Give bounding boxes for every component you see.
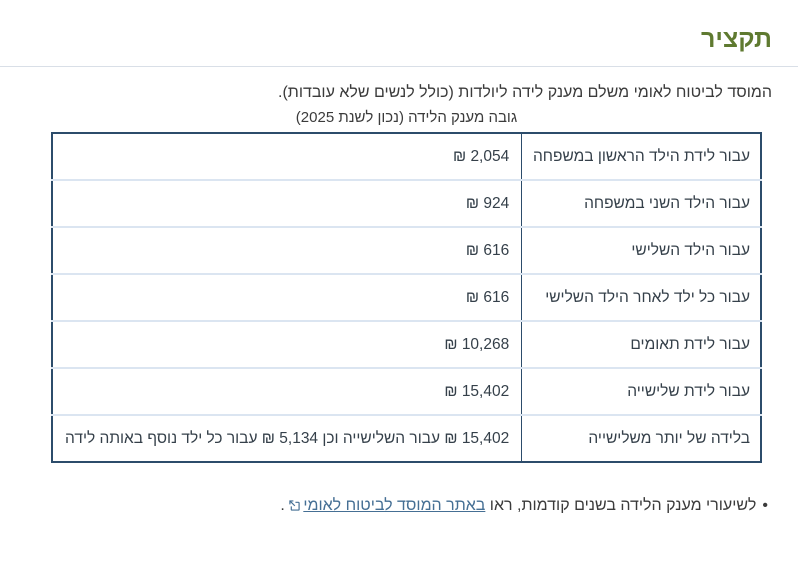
row-label: עבור לידת הילד הראשון במשפחה: [521, 133, 761, 181]
external-link-icon: [289, 497, 300, 518]
intro-paragraph: המוסד לביטוח לאומי משלם מענק לידה ליולדו…: [278, 83, 772, 101]
row-label: עבור לידת שלישייה: [521, 367, 761, 416]
bullet-marker: •: [762, 497, 768, 515]
title-divider: [0, 65, 798, 67]
row-value: 10,268 ₪: [52, 320, 522, 369]
footnote-text: לשיעורי מענק הלידה בשנים קודמות, ראו: [485, 497, 757, 515]
summary-section: תקציר המוסד לביטוח לאומי משלם מענק לידה …: [0, 25, 798, 518]
table-caption: גובה מענק הלידה (נכון לשנת 2025): [295, 109, 518, 127]
footnote-period: .: [280, 497, 290, 515]
table-row: בלידה של יותר משלישייה 15,402 ₪ עבור השלי…: [52, 414, 761, 463]
bituach-leumi-link[interactable]: באתר המוסד לביטוח לאומי: [289, 497, 485, 514]
table-row: עבור הילד השלישי 616 ₪: [52, 226, 761, 275]
grant-amounts-table: עבור לידת הילד הראשון במשפחה 2,054 ₪ עבור …: [51, 132, 762, 464]
grant-table-wrap: גובה מענק הלידה (נכון לשנת 2025) עבור לי…: [51, 109, 762, 464]
row-label: עבור הילד השני במשפחה: [521, 179, 761, 228]
row-label: עבור לידת תאומים: [521, 320, 761, 369]
page-title: תקציר: [701, 25, 772, 53]
row-value: 616 ₪: [52, 273, 522, 322]
row-value: 924 ₪: [52, 179, 522, 228]
table-row: עבור לידת הילד הראשון במשפחה 2,054 ₪: [52, 133, 761, 181]
table-row: עבור כל ילד לאחר הילד השלישי 616 ₪: [52, 273, 761, 322]
row-value: 616 ₪: [52, 226, 522, 275]
table-row: עבור לידת תאומים 10,268 ₪: [52, 320, 761, 369]
row-value: 15,402 ₪ עבור השלישייה וכן 5,134 ₪ עבור …: [52, 414, 522, 463]
table-row: עבור לידת שלישייה 15,402 ₪: [52, 367, 761, 416]
footnote: • לשיעורי מענק הלידה בשנים קודמות, ראו בא…: [26, 496, 768, 518]
row-label: עבור כל ילד לאחר הילד השלישי: [521, 273, 761, 322]
row-value: 15,402 ₪: [52, 367, 522, 416]
row-value: 2,054 ₪: [452, 147, 510, 165]
row-label: בלידה של יותר משלישייה: [521, 414, 761, 463]
bituach-leumi-link-label: באתר המוסד לביטוח לאומי: [303, 497, 486, 515]
table-row: עבור הילד השני במשפחה 924 ₪: [52, 179, 761, 228]
row-label: עבור הילד השלישי: [521, 226, 761, 275]
